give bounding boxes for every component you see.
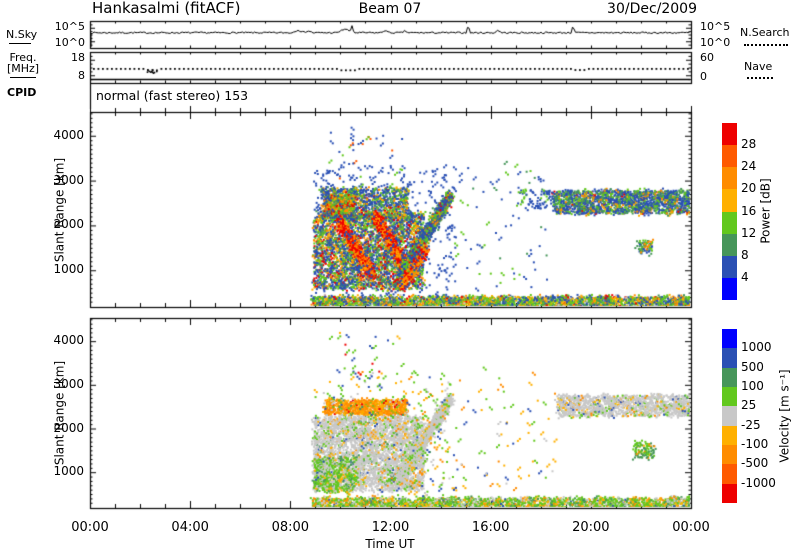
velocity-colorbar-label--500: -500 — [741, 456, 769, 471]
xtick-0: 00:00 — [71, 520, 109, 535]
freq-panel-label-2: [MHz] — [6, 62, 40, 75]
velocity-colorbar-label--1000: -1000 — [741, 475, 776, 490]
power-ytick-2000: 2000 — [53, 217, 84, 232]
noise-ytick-bottom: 10^0 — [54, 36, 85, 49]
power-colorbar-label-4: 4 — [741, 269, 749, 284]
beam-label: Beam 07 — [358, 1, 422, 17]
power-colorbar-label-8: 8 — [741, 247, 749, 262]
velocity-colorbar-label-25: 25 — [741, 398, 757, 413]
nsearch-legend-label: N.Search — [740, 26, 790, 39]
nave-tick-top: 60 — [700, 51, 714, 64]
noise-right-tick-top: 10^5 — [700, 20, 731, 33]
velocity-colorbar-segment-3 — [722, 386, 737, 407]
freq-ytick-top: 18 — [71, 51, 85, 64]
velocity-ytick-2000: 2000 — [53, 420, 84, 435]
xtick-1: 04:00 — [171, 520, 209, 535]
power-colorbar-segment-5 — [722, 233, 737, 256]
power-colorbar-label-20: 20 — [741, 181, 757, 196]
velocity-ytick-3000: 3000 — [53, 376, 84, 391]
xtick-3: 12:00 — [371, 520, 410, 535]
power-colorbar — [722, 123, 737, 300]
power-ytick-4000: 4000 — [53, 127, 84, 142]
power-colorbar-segment-6 — [722, 255, 737, 278]
velocity-colorbar-label--100: -100 — [741, 437, 769, 451]
velocity-ytick-1000: 1000 — [53, 464, 84, 479]
xtick-2: 08:00 — [271, 520, 310, 535]
nsearch-dotted-marker — [744, 44, 788, 46]
velocity-colorbar-segment-1 — [722, 348, 737, 368]
noise-panel-label: N.Sky — [6, 28, 38, 41]
freq-ytick-bottom: 8 — [78, 69, 85, 82]
nave-tick-bottom: 0 — [700, 70, 707, 83]
power-colorbar-segment-4 — [722, 211, 737, 234]
page-title: Hankasalmi (fitACF) — [92, 0, 241, 17]
nave-dotted-marker — [747, 77, 773, 79]
power-colorbar-label-16: 16 — [741, 203, 757, 218]
velocity-colorbar-label-100: 100 — [741, 379, 764, 393]
power-colorbar-label-28: 28 — [741, 137, 757, 152]
power-ytick-3000: 3000 — [53, 172, 84, 187]
xtick-6: 00:00 — [672, 520, 710, 535]
cpid-value: normal (fast stereo) 153 — [96, 88, 249, 103]
velocity-colorbar-segment-6 — [722, 444, 737, 465]
velocity-colorbar — [722, 329, 737, 503]
velocity-colorbar-label--25: -25 — [741, 417, 761, 432]
power-colorbar-segment-0 — [722, 123, 737, 146]
power-colorbar-label-12: 12 — [741, 225, 757, 240]
xtick-5: 20:00 — [572, 520, 610, 535]
date-label: 30/Dec/2009 — [607, 1, 697, 17]
power-colorbar-label-24: 24 — [741, 159, 757, 174]
velocity-colorbar-label-1000: 1000 — [741, 340, 772, 355]
freq-panel-label-1: Freq. — [9, 51, 37, 64]
power-colorbar-segment-7 — [722, 277, 737, 300]
nave-legend-label: Nave — [744, 60, 773, 73]
velocity-colorbar-segment-8 — [722, 483, 737, 503]
velocity-colorbar-title: Velocity [m s⁻¹] — [777, 369, 792, 463]
power-colorbar-segment-1 — [722, 145, 737, 168]
power-ytick-1000: 1000 — [53, 262, 84, 277]
velocity-colorbar-label-500: 500 — [741, 359, 764, 374]
velocity-colorbar-segment-0 — [722, 329, 737, 349]
power-colorbar-segment-3 — [722, 189, 737, 212]
velocity-colorbar-segment-7 — [722, 464, 737, 484]
xtick-4: 16:00 — [471, 520, 510, 535]
nsky-line-marker — [9, 43, 31, 44]
velocity-colorbar-segment-5 — [722, 425, 737, 445]
noise-ytick-top: 10^5 — [54, 20, 85, 33]
velocity-colorbar-segment-2 — [722, 367, 737, 387]
velocity-colorbar-segment-4 — [722, 406, 737, 426]
velocity-ytick-4000: 4000 — [53, 333, 84, 348]
power-colorbar-title: Power [dB] — [758, 178, 773, 244]
cpid-label: CPID — [7, 86, 37, 99]
freq-line-marker — [10, 77, 36, 78]
xaxis-title: Time UT — [365, 537, 415, 551]
power-colorbar-segment-2 — [722, 167, 737, 190]
noise-right-tick-bottom: 10^0 — [700, 36, 731, 49]
